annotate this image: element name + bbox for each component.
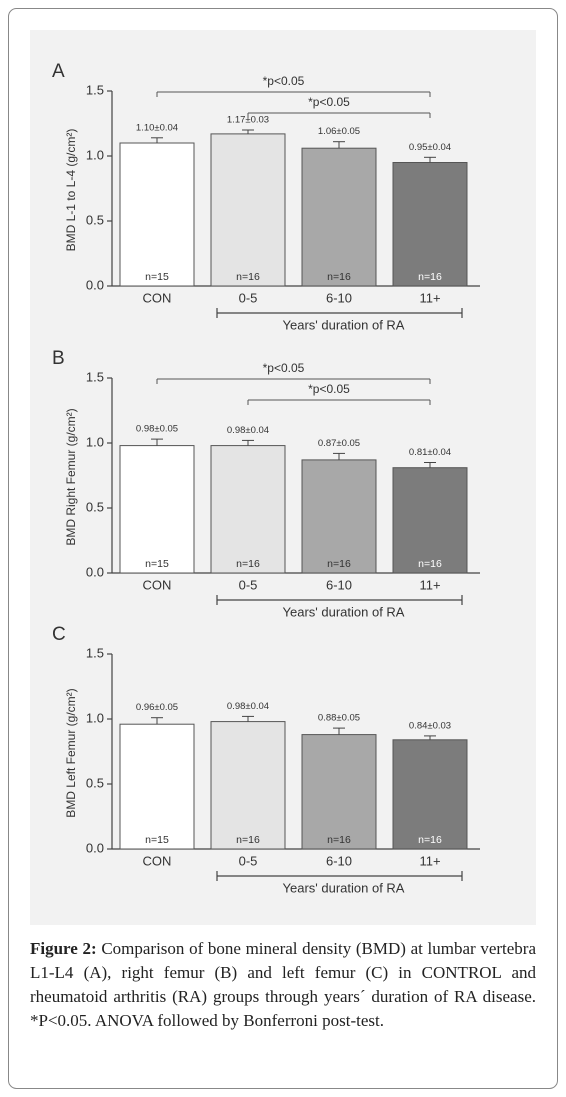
bar (119, 723, 195, 850)
bar (392, 467, 468, 574)
caption-label: Figure 2: (30, 939, 97, 958)
y-tick-label: 1.5 (86, 645, 104, 660)
value-label: 1.06±0.05 (318, 126, 360, 137)
y-tick-label: 1.5 (86, 82, 104, 97)
bar (392, 162, 468, 287)
y-tick-label: 0.5 (86, 212, 104, 227)
y-tick-label: 1.0 (86, 434, 104, 449)
n-label: n=16 (418, 834, 442, 846)
significance-label: *p<0.05 (263, 74, 305, 88)
bar (392, 739, 468, 850)
x-tick-label: CON (143, 290, 172, 305)
n-label: n=15 (145, 558, 169, 570)
y-axis-label: BMD Left Femur (g/cm²) (64, 688, 78, 817)
y-tick-label: 0.5 (86, 775, 104, 790)
x-tick-label: CON (143, 853, 172, 868)
x-tick-label: 11+ (419, 853, 440, 868)
n-label: n=16 (236, 271, 260, 283)
value-label: 0.81±0.04 (409, 447, 451, 458)
bar (119, 445, 195, 574)
panel-label: C (52, 624, 66, 645)
n-label: n=16 (327, 558, 351, 570)
value-label: 0.95±0.04 (409, 142, 451, 153)
x-tick-label: 6-10 (326, 577, 352, 592)
value-label: 1.10±0.04 (136, 122, 178, 133)
bar (210, 133, 286, 287)
value-label: 0.84±0.03 (409, 720, 451, 731)
caption: Figure 2: Comparison of bone mineral den… (30, 937, 536, 1033)
panel-label: A (52, 61, 65, 82)
bar (119, 142, 195, 287)
value-label: 0.96±0.05 (136, 702, 178, 713)
n-label: n=16 (418, 271, 442, 283)
significance-label: *p<0.05 (308, 95, 350, 109)
y-tick-label: 0.0 (86, 277, 104, 292)
x-tick-label: 0-5 (239, 853, 258, 868)
significance-label: *p<0.05 (308, 382, 350, 396)
n-label: n=16 (418, 558, 442, 570)
x-axis-label: Years' duration of RA (283, 604, 405, 619)
n-label: n=15 (145, 834, 169, 846)
y-tick-label: 0.0 (86, 564, 104, 579)
x-tick-label: 0-5 (239, 577, 258, 592)
x-tick-label: 0-5 (239, 290, 258, 305)
x-axis-label: Years' duration of RA (283, 880, 405, 895)
value-label: 0.87±0.05 (318, 438, 360, 449)
caption-text: Comparison of bone mineral density (BMD)… (30, 939, 536, 1030)
x-tick-label: CON (143, 577, 172, 592)
significance-label: *p<0.05 (263, 361, 305, 375)
y-tick-label: 0.0 (86, 840, 104, 855)
y-tick-label: 0.5 (86, 499, 104, 514)
x-tick-label: 6-10 (326, 853, 352, 868)
value-label: 0.98±0.04 (227, 701, 269, 712)
bar (301, 734, 377, 850)
n-label: n=16 (236, 834, 260, 846)
y-tick-label: 1.0 (86, 147, 104, 162)
bar (210, 721, 286, 850)
bar (210, 445, 286, 574)
y-tick-label: 1.0 (86, 710, 104, 725)
x-tick-label: 11+ (419, 577, 440, 592)
x-tick-label: 6-10 (326, 290, 352, 305)
x-tick-label: 11+ (419, 290, 440, 305)
panel-label: B (52, 348, 65, 369)
value-label: 0.98±0.05 (136, 424, 178, 435)
n-label: n=16 (327, 271, 351, 283)
value-label: 0.88±0.05 (318, 713, 360, 724)
y-axis-label: BMD Right Femur (g/cm²) (64, 408, 78, 545)
bar (301, 459, 377, 574)
n-label: n=16 (236, 558, 260, 570)
value-label: 0.98±0.04 (227, 425, 269, 436)
bar (301, 147, 377, 287)
n-label: n=16 (327, 834, 351, 846)
y-tick-label: 1.5 (86, 369, 104, 384)
n-label: n=15 (145, 271, 169, 283)
value-label: 1.17±0.03 (227, 115, 269, 126)
x-axis-label: Years' duration of RA (283, 317, 405, 332)
y-axis-label: BMD L-1 to L-4 (g/cm²) (64, 129, 78, 252)
